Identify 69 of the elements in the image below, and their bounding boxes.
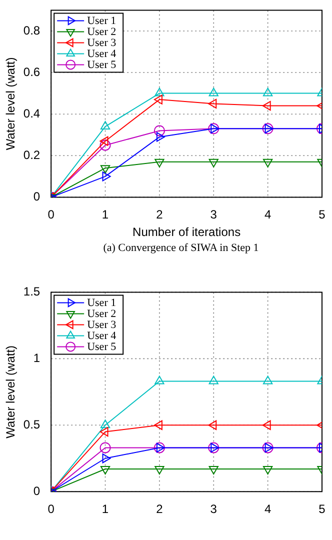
y-axis-title: Water level (watt) [4,57,18,150]
point [262,442,274,454]
y-tick-label: 0.8 [23,23,40,38]
point [154,125,165,136]
legend-label: User 4 [87,48,117,60]
point [154,420,162,430]
y-tick-label: 0 [33,190,40,204]
legend-label: User 5 [87,341,117,354]
point [156,132,165,142]
x-tick-label: 4 [264,502,272,516]
x-tick-label: 1 [102,502,109,516]
point [262,466,273,474]
x-axis-title: Number of iterations [132,225,241,240]
legend-label: User 2 [87,308,116,320]
x-tick-label: 0 [48,502,55,516]
legend-label: User 3 [87,319,117,332]
point [154,158,164,168]
point [154,94,162,104]
x-tick-label: 1 [102,208,109,222]
y-tick-label: 1.5 [23,284,40,299]
y-axis-title: Water level (watt) [4,345,18,438]
point [100,165,110,174]
y-tick-label: 0.4 [23,106,40,120]
point [262,420,271,430]
x-tick-label: 3 [210,502,218,516]
x-tick-label: 2 [156,502,164,516]
x-tick-label: 4 [264,208,272,222]
y-tick-label: 0.2 [23,148,40,162]
point [100,420,110,428]
legend-label: User 5 [87,59,117,72]
x-tick-label: 5 [318,208,326,222]
legend-label: User 1 [87,15,116,28]
point [100,121,110,130]
point [156,442,165,453]
y-tick-label: 0 [33,484,40,498]
point [154,466,164,474]
point [208,158,218,168]
x-tick-label: 3 [210,208,218,222]
point [100,140,111,151]
point [154,442,165,454]
point [208,466,218,474]
point [262,88,273,96]
point [208,376,218,384]
y-tick-label: 0.6 [23,64,40,79]
point [100,442,111,454]
point [262,123,274,134]
point [208,123,220,134]
y-tick-label: 1 [33,350,40,365]
x-tick-label: 2 [156,208,164,222]
point [154,88,164,96]
legend-label: User 2 [87,26,116,38]
text: (a) Convergence of SIWA in Step 1 [102,242,260,256]
legend-label: User 1 [87,297,116,310]
x-tick-label: 0 [48,208,55,222]
point [208,442,220,454]
legend-label: User 3 [87,37,117,50]
point [102,454,111,464]
x-tick-label: 5 [318,502,326,516]
y-tick-label: 0.5 [23,417,40,432]
point [262,100,271,111]
point [262,158,273,168]
point [100,466,110,474]
point [208,88,218,96]
point [102,172,111,182]
point [154,376,164,384]
point [208,420,217,430]
point [208,98,217,109]
point [262,376,273,384]
legend-label: User 4 [87,330,117,342]
